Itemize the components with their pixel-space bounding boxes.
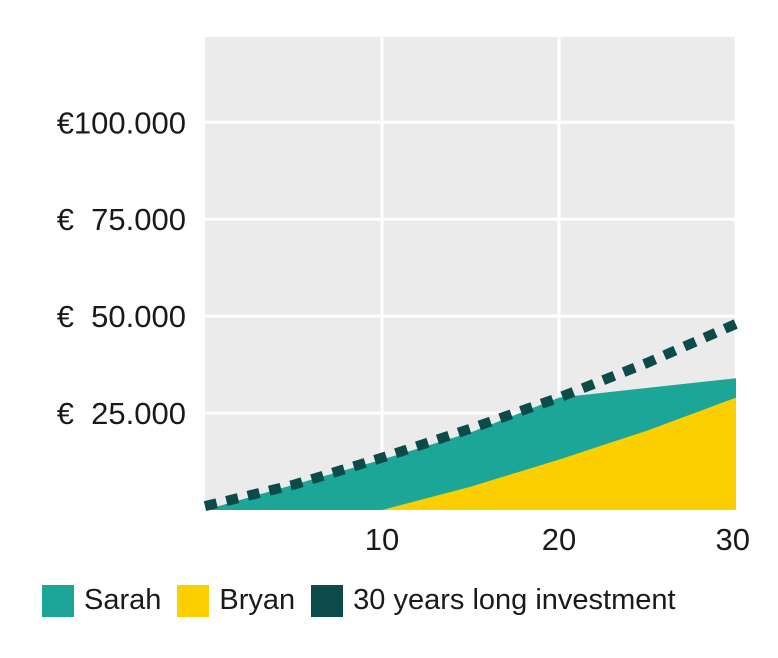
y-tick-label: €100.000: [57, 105, 186, 140]
series-lines: [203, 319, 739, 511]
legend-label-investment: 30 years long investment: [353, 584, 676, 616]
legend-label-bryan: Bryan: [219, 584, 296, 616]
legend-swatch-investment: [311, 584, 344, 617]
legend-swatch-sarah: [42, 584, 74, 617]
x-tick-label: 10: [365, 522, 399, 557]
x-tick-label: 30: [716, 522, 750, 557]
legend-label-sarah: Sarah: [84, 584, 162, 616]
series-area-bryan: [205, 397, 736, 510]
series-areas: [205, 378, 736, 510]
x-tick-label: 20: [542, 522, 576, 557]
area-chart: € 25.000 € 50.000 € 75.000 €100.000 10 20 30: [57, 37, 750, 557]
y-axis-ticks: € 25.000 € 50.000 € 75.000 €100.000: [57, 105, 186, 431]
x-axis-ticks: 10 20 30: [365, 522, 750, 557]
legend-swatch-bryan: [177, 584, 210, 617]
y-tick-label: € 25.000: [57, 396, 186, 431]
legend: Sarah Bryan 30 years long investment: [42, 584, 676, 617]
legend-item-sarah: Sarah: [42, 584, 161, 617]
y-tick-label: € 75.000: [57, 202, 186, 237]
y-tick-label: € 50.000: [57, 299, 186, 334]
series-line-30-years-long-investment: [203, 319, 739, 511]
legend-item-investment: 30 years long investment: [311, 584, 676, 617]
legend-item-bryan: Bryan: [177, 584, 295, 617]
